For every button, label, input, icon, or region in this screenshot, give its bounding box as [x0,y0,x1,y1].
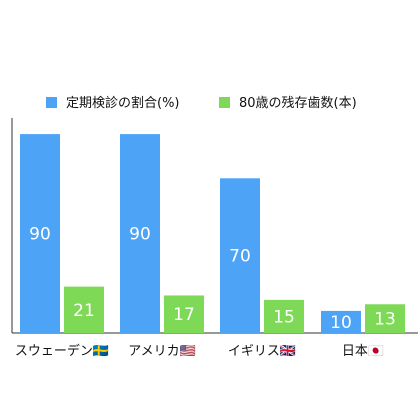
bars-group: 90 21 90 17 70 15 10 13 [20,134,405,333]
bar-0-0 [20,134,60,333]
data-label-1-3: 13 [374,310,396,330]
legend-label-1: 80歳の残存歯数(本) [239,96,357,111]
category-label-2: イギリス🇬🇧 [228,344,296,359]
category-label-0: スウェーデン🇸🇪 [15,343,109,359]
category-labels: スウェーデン🇸🇪 アメリカ🇺🇸 イギリス🇬🇧 日本🇯🇵 [15,343,384,359]
category-label-1: アメリカ🇺🇸 [128,344,196,359]
data-label-1-2: 15 [273,307,295,327]
legend-label-0: 定期検診の割合(%) [66,95,180,111]
data-label-1-0: 21 [73,301,95,321]
bar-1-0 [64,286,104,333]
data-label-0-3: 10 [330,313,352,333]
bar-1-2 [264,299,304,333]
legend-swatch-0 [46,97,57,108]
bar-0-3 [321,310,361,333]
bar-0-1 [120,134,160,333]
legend-swatch-1 [219,97,230,108]
bar-1-3 [365,304,405,333]
bar-1-1 [164,295,204,333]
data-label-0-1: 90 [129,225,151,245]
data-label-1-1: 17 [173,305,195,325]
data-label-0-2: 70 [229,247,251,267]
bar-0-2 [220,178,260,333]
category-label-3: 日本🇯🇵 [342,344,384,359]
data-label-0-0: 90 [29,225,51,245]
legend: 定期検診の割合(%) 80歳の残存歯数(本) [46,95,357,111]
